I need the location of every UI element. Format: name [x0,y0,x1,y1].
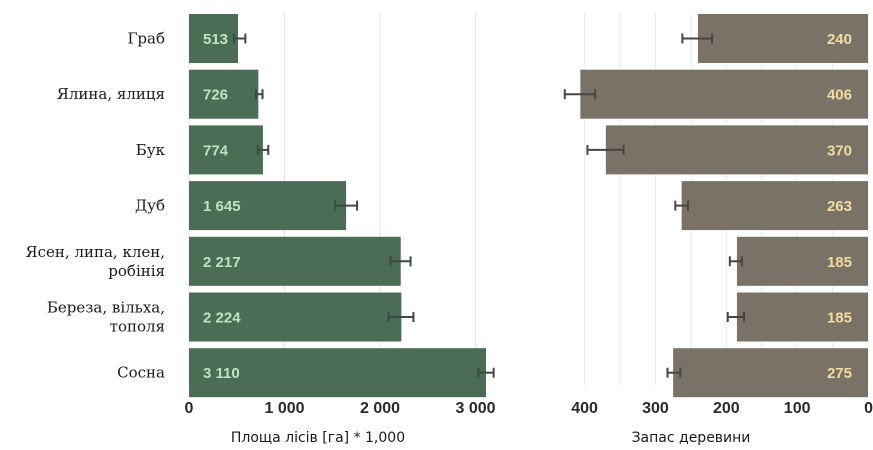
category-label-line: Бук [136,141,166,159]
left-bar [189,292,402,342]
category-label-line: Сосна [117,364,165,382]
left-bar [189,125,263,175]
right-bar [580,69,868,119]
category-label-line: Ялина, ялиця [57,85,165,103]
category-label: Сосна [117,364,165,382]
left-value-label: 774 [203,142,229,159]
left-axis-title: Площа лісів [га] * 1,000 [231,430,405,446]
right-bar [681,181,868,231]
category-label-line: Береза, вільха, [47,299,165,317]
left-value-label: 1 645 [203,198,241,215]
right-axis-title: Запас деревини [632,430,751,446]
right-value-label: 370 [827,142,852,159]
category-label: Граб [127,30,165,48]
right-tick-label: 300 [642,400,669,417]
category-label: Дуб [135,197,165,215]
left-value-label: 2 217 [203,254,241,271]
category-label-line: Дуб [135,197,165,215]
left-value-label: 726 [203,87,228,104]
left-bar [189,14,238,63]
right-bar [736,236,868,286]
left-value-label: 513 [203,31,228,48]
left-value-label: 2 224 [203,310,241,327]
category-label: Бук [136,141,166,159]
right-bar [673,348,868,398]
left-tick-label: 1 000 [264,400,304,417]
category-label: Береза, вільха, тополя [47,299,165,336]
category-label-line: робінія [108,262,165,280]
category-label: Ясен, липа, клен, робінія [26,243,165,280]
right-value-label: 263 [827,198,852,215]
right-tick-label: 200 [713,400,740,417]
category-label-line: Ясен, липа, клен, [26,243,165,261]
left-bar [189,181,347,231]
left-tick-label: 2 000 [360,400,400,417]
left-tick-label: 0 [185,400,194,417]
left-value-label: 3 110 [203,365,240,382]
left-bar [189,69,259,119]
right-value-label: 275 [827,365,852,382]
right-bar [697,14,868,63]
right-tick-label: 400 [571,400,598,417]
right-value-label: 185 [827,254,852,271]
right-tick-label: 0 [864,400,873,417]
right-value-label: 240 [827,31,852,48]
left-tick-label: 3 000 [455,400,495,417]
category-label: Ялина, ялиця [57,85,165,103]
category-label-line: Граб [127,30,165,48]
category-label-line: тополя [110,318,165,336]
left-bar [189,236,401,286]
right-value-label: 406 [827,87,852,104]
right-bar [605,125,868,175]
right-bar [736,292,868,342]
left-bar [189,348,487,398]
right-tick-label: 100 [784,400,811,417]
right-value-label: 185 [827,310,852,327]
